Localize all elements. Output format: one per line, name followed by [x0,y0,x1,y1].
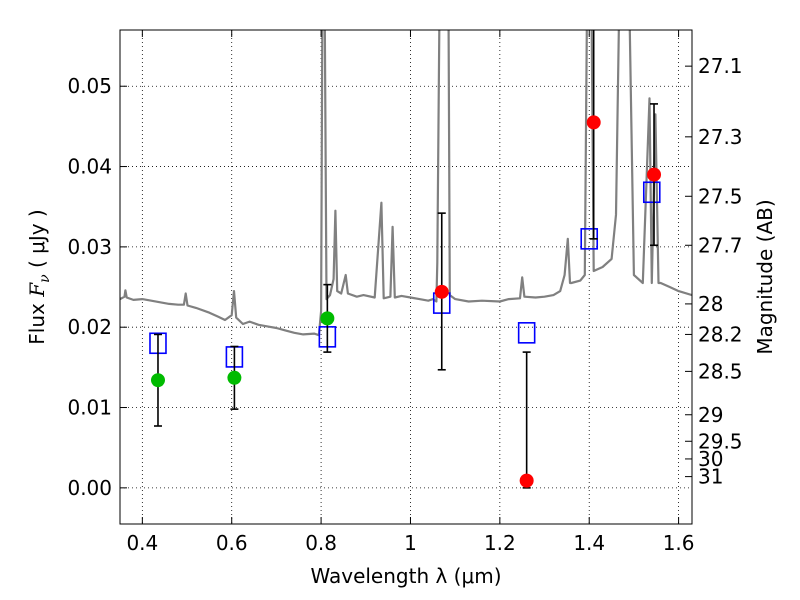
y-tick-label: 0.03 [67,235,112,259]
plot-frame [119,29,693,525]
x-tick-label: 0.6 [216,531,248,555]
magnitude-tick-label: 27.5 [698,184,743,208]
data-point [227,370,242,385]
data-point [434,284,449,299]
y-axis-title: Flux Fν ( μJy ) [25,209,53,344]
y-axis-title-text: Flux [25,297,49,345]
x-tick-label: 0.4 [126,531,158,555]
axis-ticks: 0.4 0.6 0.8 1 1.2 1.4 1.6 0.00 0.01 0.02 0.03 0.04 0… [67,30,743,555]
magnitude-tick-label: 28.2 [698,322,743,346]
plot-background [120,30,692,524]
magnitude-tick-label: 30 [698,447,723,471]
magnitude-tick-label: 31 [698,465,723,489]
magnitude-tick-label: 29 [698,403,723,427]
x-tick-label: 1.4 [573,531,605,555]
data-point [519,473,534,488]
y-tick-label: 0.04 [67,155,112,179]
y2-axis-title: Magnitude (AB) [753,199,777,354]
y-tick-label: 0.02 [67,315,112,339]
x-tick-label: 1 [404,531,417,555]
y-tick-label: 0.01 [67,396,112,420]
magnitude-tick-label: 27.7 [698,233,743,257]
magnitude-tick-label: 28.5 [698,359,743,383]
y-tick-label: 0.00 [67,476,112,500]
marks-layer [149,30,662,489]
magnitude-tick-label: 27.3 [698,125,743,149]
y-axis-title-unit: ( μJy ) [25,209,49,274]
model-photometry-square [642,181,661,204]
x-tick-label: 1.2 [484,531,516,555]
magnitude-tick-label: 27.1 [698,54,743,78]
x-tick-label: 0.8 [305,531,337,555]
y-tick-label: 0.05 [67,74,112,98]
data-point [150,373,165,388]
spectrum-line [120,30,692,337]
y-axis-title-symbol: F [25,282,49,298]
data-point [647,167,662,182]
spectrum-layer [120,30,692,337]
data-point [320,311,335,326]
model-photometry-square [517,322,536,344]
y-axis-title-subscript: ν [37,274,53,283]
x-tick-label: 1.6 [663,531,695,555]
x-axis-title: Wavelength λ (μm) [310,564,501,588]
data-point [586,115,601,130]
magnitude-tick-label: 28 [698,292,723,316]
magnitude-tick-label: 29.5 [698,429,743,453]
